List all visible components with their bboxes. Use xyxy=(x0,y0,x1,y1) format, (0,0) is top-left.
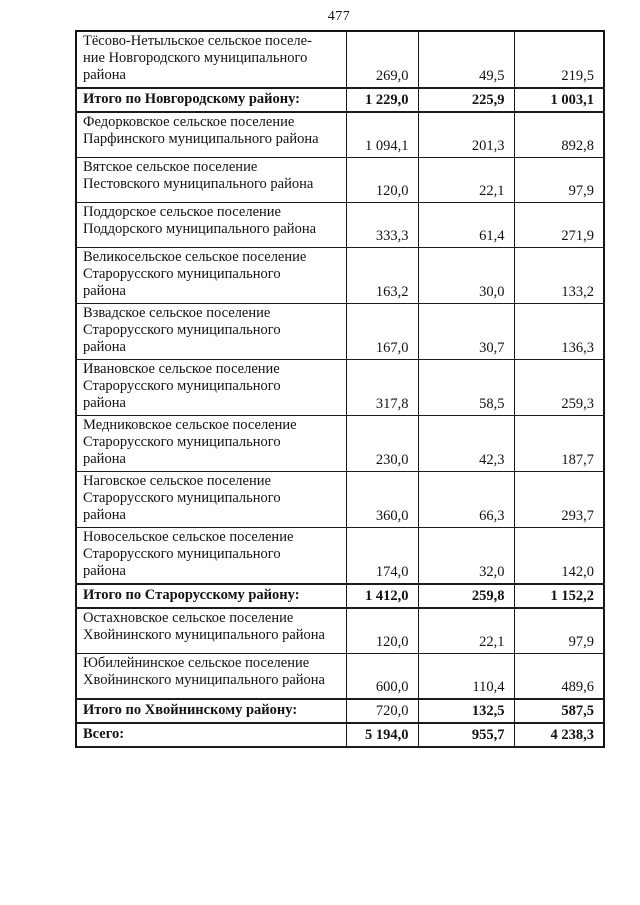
table-row: Новосельское сельское поселение Старорус… xyxy=(75,527,605,585)
value-cell: 201,3 xyxy=(417,111,515,158)
value-cell: 30,7 xyxy=(417,303,515,360)
settlement-name: Итого по Новгородскому району: xyxy=(75,87,347,113)
total-row: Итого по Новгородскому району: 1 229,0 225… xyxy=(75,87,605,113)
table-row: Взвадское сельское поселение Старорусско… xyxy=(75,303,605,360)
value-cell: 163,2 xyxy=(345,247,419,304)
page-number: 477 xyxy=(327,9,351,24)
table-row: Остахновское сельское поселение Хвойнинс… xyxy=(75,607,605,654)
settlement-name: Юбилейнинское сельское поселение Хвойнин… xyxy=(75,653,347,700)
value-cell: 219,5 xyxy=(513,30,605,89)
value-cell: 136,3 xyxy=(513,303,605,360)
value-cell: 1 003,1 xyxy=(513,87,605,113)
value-cell: 58,5 xyxy=(417,359,515,416)
settlement-name: Всего: xyxy=(75,722,347,748)
value-cell: 230,0 xyxy=(345,415,419,472)
table-row: Медниковское сельское поселение Старорус… xyxy=(75,415,605,472)
value-cell: 167,0 xyxy=(345,303,419,360)
value-cell: 120,0 xyxy=(345,157,419,203)
value-cell: 259,8 xyxy=(417,583,515,609)
value-cell: 317,8 xyxy=(345,359,419,416)
value-cell: 30,0 xyxy=(417,247,515,304)
value-cell: 489,6 xyxy=(513,653,605,700)
table-row: Ивановское сельское поселение Старорусск… xyxy=(75,359,605,416)
value-cell: 120,0 xyxy=(345,607,419,654)
settlement-name: Медниковское сельское поселение Старорус… xyxy=(75,415,347,472)
value-cell: 1 229,0 xyxy=(345,87,419,113)
value-cell: 42,3 xyxy=(417,415,515,472)
value-cell: 225,9 xyxy=(417,87,515,113)
value-cell: 293,7 xyxy=(513,471,605,528)
value-cell: 97,9 xyxy=(513,607,605,654)
settlement-name: Поддорское сельское поселение Поддорског… xyxy=(75,202,347,248)
value-cell: 587,5 xyxy=(513,698,605,724)
value-cell: 133,2 xyxy=(513,247,605,304)
settlement-name: Новосельское сельское поселение Старорус… xyxy=(75,527,347,585)
value-cell: 66,3 xyxy=(417,471,515,528)
settlement-name: Тёсово-Нетыльское сельское поселе- ние Н… xyxy=(75,30,347,89)
value-cell: 1 094,1 xyxy=(345,111,419,158)
value-cell: 4 238,3 xyxy=(513,722,605,748)
value-cell: 187,7 xyxy=(513,415,605,472)
settlement-name: Вятское сельское поселение Пестовского м… xyxy=(75,157,347,203)
settlement-name: Остахновское сельское поселение Хвойнинс… xyxy=(75,607,347,654)
settlement-name: Наговское сельское поселение Старорусско… xyxy=(75,471,347,528)
value-cell: 720,0 xyxy=(345,698,419,724)
value-cell: 132,5 xyxy=(417,698,515,724)
value-cell: 269,0 xyxy=(345,30,419,89)
value-cell: 142,0 xyxy=(513,527,605,585)
table-body: Тёсово-Нетыльское сельское поселе- ние Н… xyxy=(75,30,605,748)
value-cell: 22,1 xyxy=(417,607,515,654)
settlement-name: Ивановское сельское поселение Старорусск… xyxy=(75,359,347,416)
table-row: Великосельское сельское поселение Старор… xyxy=(75,247,605,304)
table-row: Наговское сельское поселение Старорусско… xyxy=(75,471,605,528)
total-row: Итого по Старорусскому району: 1 412,0 259… xyxy=(75,583,605,609)
value-cell: 110,4 xyxy=(417,653,515,700)
total-row: Итого по Хвойнинскому району: 720,0 132,5 5… xyxy=(75,698,605,724)
value-cell: 1 412,0 xyxy=(345,583,419,609)
table-row: Поддорское сельское поселение Поддорског… xyxy=(75,202,605,248)
value-cell: 49,5 xyxy=(417,30,515,89)
table-row: Тёсово-Нетыльское сельское поселе- ние Н… xyxy=(75,30,605,89)
settlement-name: Федорковское сельское поселение Парфинск… xyxy=(75,111,347,158)
value-cell: 1 152,2 xyxy=(513,583,605,609)
table-row: Юбилейнинское сельское поселение Хвойнин… xyxy=(75,653,605,700)
value-cell: 61,4 xyxy=(417,202,515,248)
value-cell: 32,0 xyxy=(417,527,515,585)
settlement-name: Взвадское сельское поселение Старорусско… xyxy=(75,303,347,360)
value-cell: 97,9 xyxy=(513,157,605,203)
value-cell: 174,0 xyxy=(345,527,419,585)
settlement-name: Великосельское сельское поселение Старор… xyxy=(75,247,347,304)
settlements-table: Тёсово-Нетыльское сельское поселе- ние Н… xyxy=(75,30,605,748)
value-cell: 271,9 xyxy=(513,202,605,248)
value-cell: 22,1 xyxy=(417,157,515,203)
table-row: Федорковское сельское поселение Парфинск… xyxy=(75,111,605,158)
value-cell: 259,3 xyxy=(513,359,605,416)
value-cell: 600,0 xyxy=(345,653,419,700)
value-cell: 955,7 xyxy=(417,722,515,748)
value-cell: 360,0 xyxy=(345,471,419,528)
total-row: Всего: 5 194,0 955,7 4 238,3 xyxy=(75,722,605,748)
value-cell: 333,3 xyxy=(345,202,419,248)
table-row: Вятское сельское поселение Пестовского м… xyxy=(75,157,605,203)
settlement-name: Итого по Старорусскому району: xyxy=(75,583,347,609)
value-cell: 5 194,0 xyxy=(345,722,419,748)
value-cell: 892,8 xyxy=(513,111,605,158)
settlement-name: Итого по Хвойнинскому району: xyxy=(75,698,347,724)
